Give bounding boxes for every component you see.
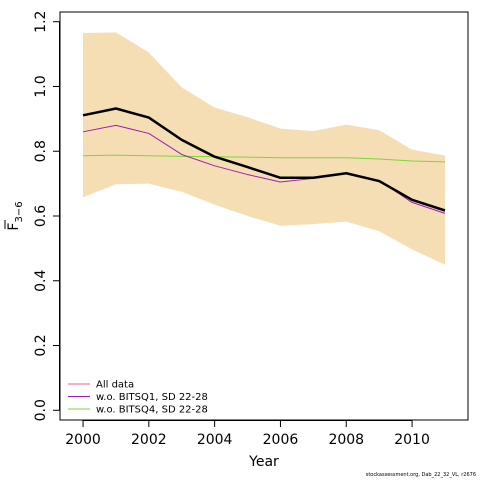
series-layer: [82, 107, 446, 214]
legend-label-0: All data: [96, 380, 134, 391]
y-axis-label: F3−6: [4, 201, 25, 231]
y-tick-label-1: 0.2: [33, 334, 49, 356]
confidence-band: [83, 32, 445, 265]
x-axis-label: Year: [248, 454, 279, 470]
legend-entry-2: w.o. BITSQ4, SD 22-28: [68, 405, 208, 416]
x-tick-label-2004: 2004: [197, 432, 233, 448]
x-tick-label-2006: 2006: [263, 432, 299, 448]
y-tick-label-6: 1.2: [33, 11, 49, 33]
y-tick-label-3: 0.6: [33, 205, 49, 227]
x-tick-label-2002: 2002: [131, 432, 167, 448]
footer-credit: stockassessment.org, Dab_22_32_VL, r2676: [365, 472, 476, 478]
y-tick-label-5: 1.0: [33, 75, 49, 97]
y-tick-label-2: 0.4: [33, 270, 49, 292]
x-tick-label-2008: 2008: [328, 432, 364, 448]
legend-label-2: w.o. BITSQ4, SD 22-28: [96, 405, 208, 416]
x-tick-label-2000: 2000: [65, 432, 101, 448]
confidence-band-layer: [83, 32, 445, 265]
legend-entry-1: w.o. BITSQ1, SD 22-28: [68, 392, 208, 403]
series-line-main: [82, 107, 446, 212]
x-axis: 2000 2002 2004 2006 2008 2010: [65, 420, 430, 448]
x-tick-label-2010: 2010: [394, 432, 430, 448]
series-line-bitsq4: [83, 154, 445, 163]
y-axis-label-sub: 3−6: [14, 201, 25, 222]
legend-label-1: w.o. BITSQ1, SD 22-28: [96, 392, 208, 403]
y-axis: 0.0 0.2 0.4 0.6 0.8 1.0 1.2: [33, 11, 60, 421]
y-tick-label-0: 0.0: [33, 399, 49, 421]
y-axis-label-main: F: [6, 223, 22, 231]
y-tick-label-4: 0.8: [33, 140, 49, 162]
legend-entry-0: All data: [68, 380, 134, 391]
svg-text:F3−6: F3−6: [6, 201, 25, 230]
